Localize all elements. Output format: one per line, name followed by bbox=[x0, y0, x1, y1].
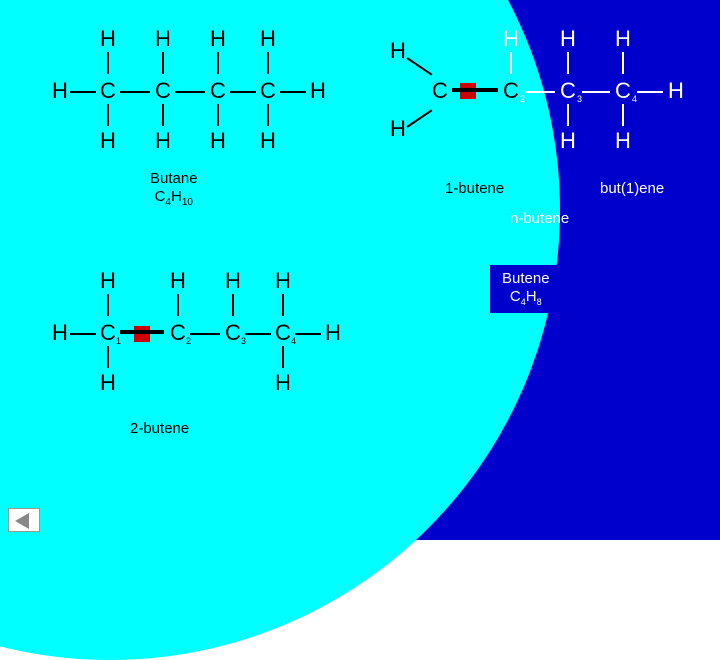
bond bbox=[267, 52, 269, 74]
bond bbox=[107, 294, 109, 316]
subscript: 1 bbox=[116, 336, 121, 346]
bond bbox=[582, 91, 610, 93]
atom-C: C bbox=[100, 320, 116, 346]
subscript: 3 bbox=[577, 94, 582, 104]
atom-C: C bbox=[503, 78, 519, 104]
red-marker bbox=[134, 326, 150, 342]
atom-H: H bbox=[52, 78, 68, 104]
butene-chip: Butene C4H8 bbox=[490, 265, 562, 313]
bond bbox=[120, 91, 150, 93]
atom-H: H bbox=[325, 320, 341, 346]
atom-C: C bbox=[100, 78, 116, 104]
atom-H: H bbox=[155, 128, 171, 154]
bond bbox=[567, 52, 569, 74]
bond bbox=[177, 294, 179, 316]
atom-H: H bbox=[170, 268, 186, 294]
atom-H: H bbox=[225, 268, 241, 294]
atom-C: C bbox=[225, 320, 241, 346]
bond bbox=[637, 91, 663, 93]
bond bbox=[162, 52, 164, 74]
bond bbox=[107, 104, 109, 126]
bond bbox=[190, 333, 220, 335]
atom-H: H bbox=[615, 26, 631, 52]
atom-H: H bbox=[560, 26, 576, 52]
atom-H: H bbox=[52, 320, 68, 346]
atom-C: C bbox=[275, 320, 291, 346]
one-butene-label: 1-butene bbox=[445, 180, 504, 198]
bond bbox=[525, 91, 555, 93]
atom-H: H bbox=[260, 26, 276, 52]
bond bbox=[622, 52, 624, 74]
atom-C: C bbox=[560, 78, 576, 104]
bond bbox=[232, 294, 234, 316]
bond bbox=[295, 333, 321, 335]
bond bbox=[282, 294, 284, 316]
bond bbox=[107, 52, 109, 74]
atom-H: H bbox=[260, 128, 276, 154]
atom-H: H bbox=[390, 38, 406, 64]
atom-H: H bbox=[503, 26, 519, 52]
atom-H: H bbox=[100, 268, 116, 294]
n-butene-label: n-butene bbox=[510, 210, 569, 228]
atom-H: H bbox=[100, 26, 116, 52]
bond bbox=[217, 52, 219, 74]
atom-C: C bbox=[170, 320, 186, 346]
subscript: 3 bbox=[241, 336, 246, 346]
bond bbox=[622, 104, 624, 126]
atom-H: H bbox=[390, 116, 406, 142]
bond bbox=[175, 91, 205, 93]
atom-H: H bbox=[560, 128, 576, 154]
atom-H: H bbox=[210, 26, 226, 52]
atom-H: H bbox=[310, 78, 326, 104]
atom-H: H bbox=[100, 128, 116, 154]
butane-caption: Butane C4H10 bbox=[150, 170, 198, 209]
bond bbox=[567, 104, 569, 126]
bond bbox=[162, 104, 164, 126]
double-bond bbox=[452, 88, 498, 92]
bond bbox=[245, 333, 271, 335]
bond bbox=[267, 104, 269, 126]
but1ene-label: but(1)ene bbox=[600, 180, 664, 198]
bond bbox=[230, 91, 256, 93]
bond bbox=[70, 333, 96, 335]
back-arrow-icon[interactable] bbox=[8, 508, 40, 532]
atom-H: H bbox=[615, 128, 631, 154]
bond bbox=[70, 91, 96, 93]
double-bond bbox=[120, 330, 164, 334]
bond bbox=[510, 52, 512, 74]
atom-C: C bbox=[615, 78, 631, 104]
bond bbox=[282, 346, 284, 368]
atom-H: H bbox=[100, 370, 116, 396]
atom-C: C bbox=[210, 78, 226, 104]
subscript: 4 bbox=[291, 336, 296, 346]
atom-H: H bbox=[668, 78, 684, 104]
atom-H: H bbox=[275, 370, 291, 396]
bond bbox=[280, 91, 306, 93]
subscript: 2 bbox=[186, 336, 191, 346]
subscript: 4 bbox=[632, 94, 637, 104]
bond bbox=[107, 346, 109, 368]
atom-H: H bbox=[275, 268, 291, 294]
subscript: 2 bbox=[520, 94, 525, 104]
two-butene-caption: 2-butene bbox=[130, 420, 189, 438]
atom-H: H bbox=[210, 128, 226, 154]
atom-C: C bbox=[432, 78, 448, 104]
atom-C: C bbox=[155, 78, 171, 104]
bond bbox=[217, 104, 219, 126]
atom-H: H bbox=[155, 26, 171, 52]
atom-C: C bbox=[260, 78, 276, 104]
